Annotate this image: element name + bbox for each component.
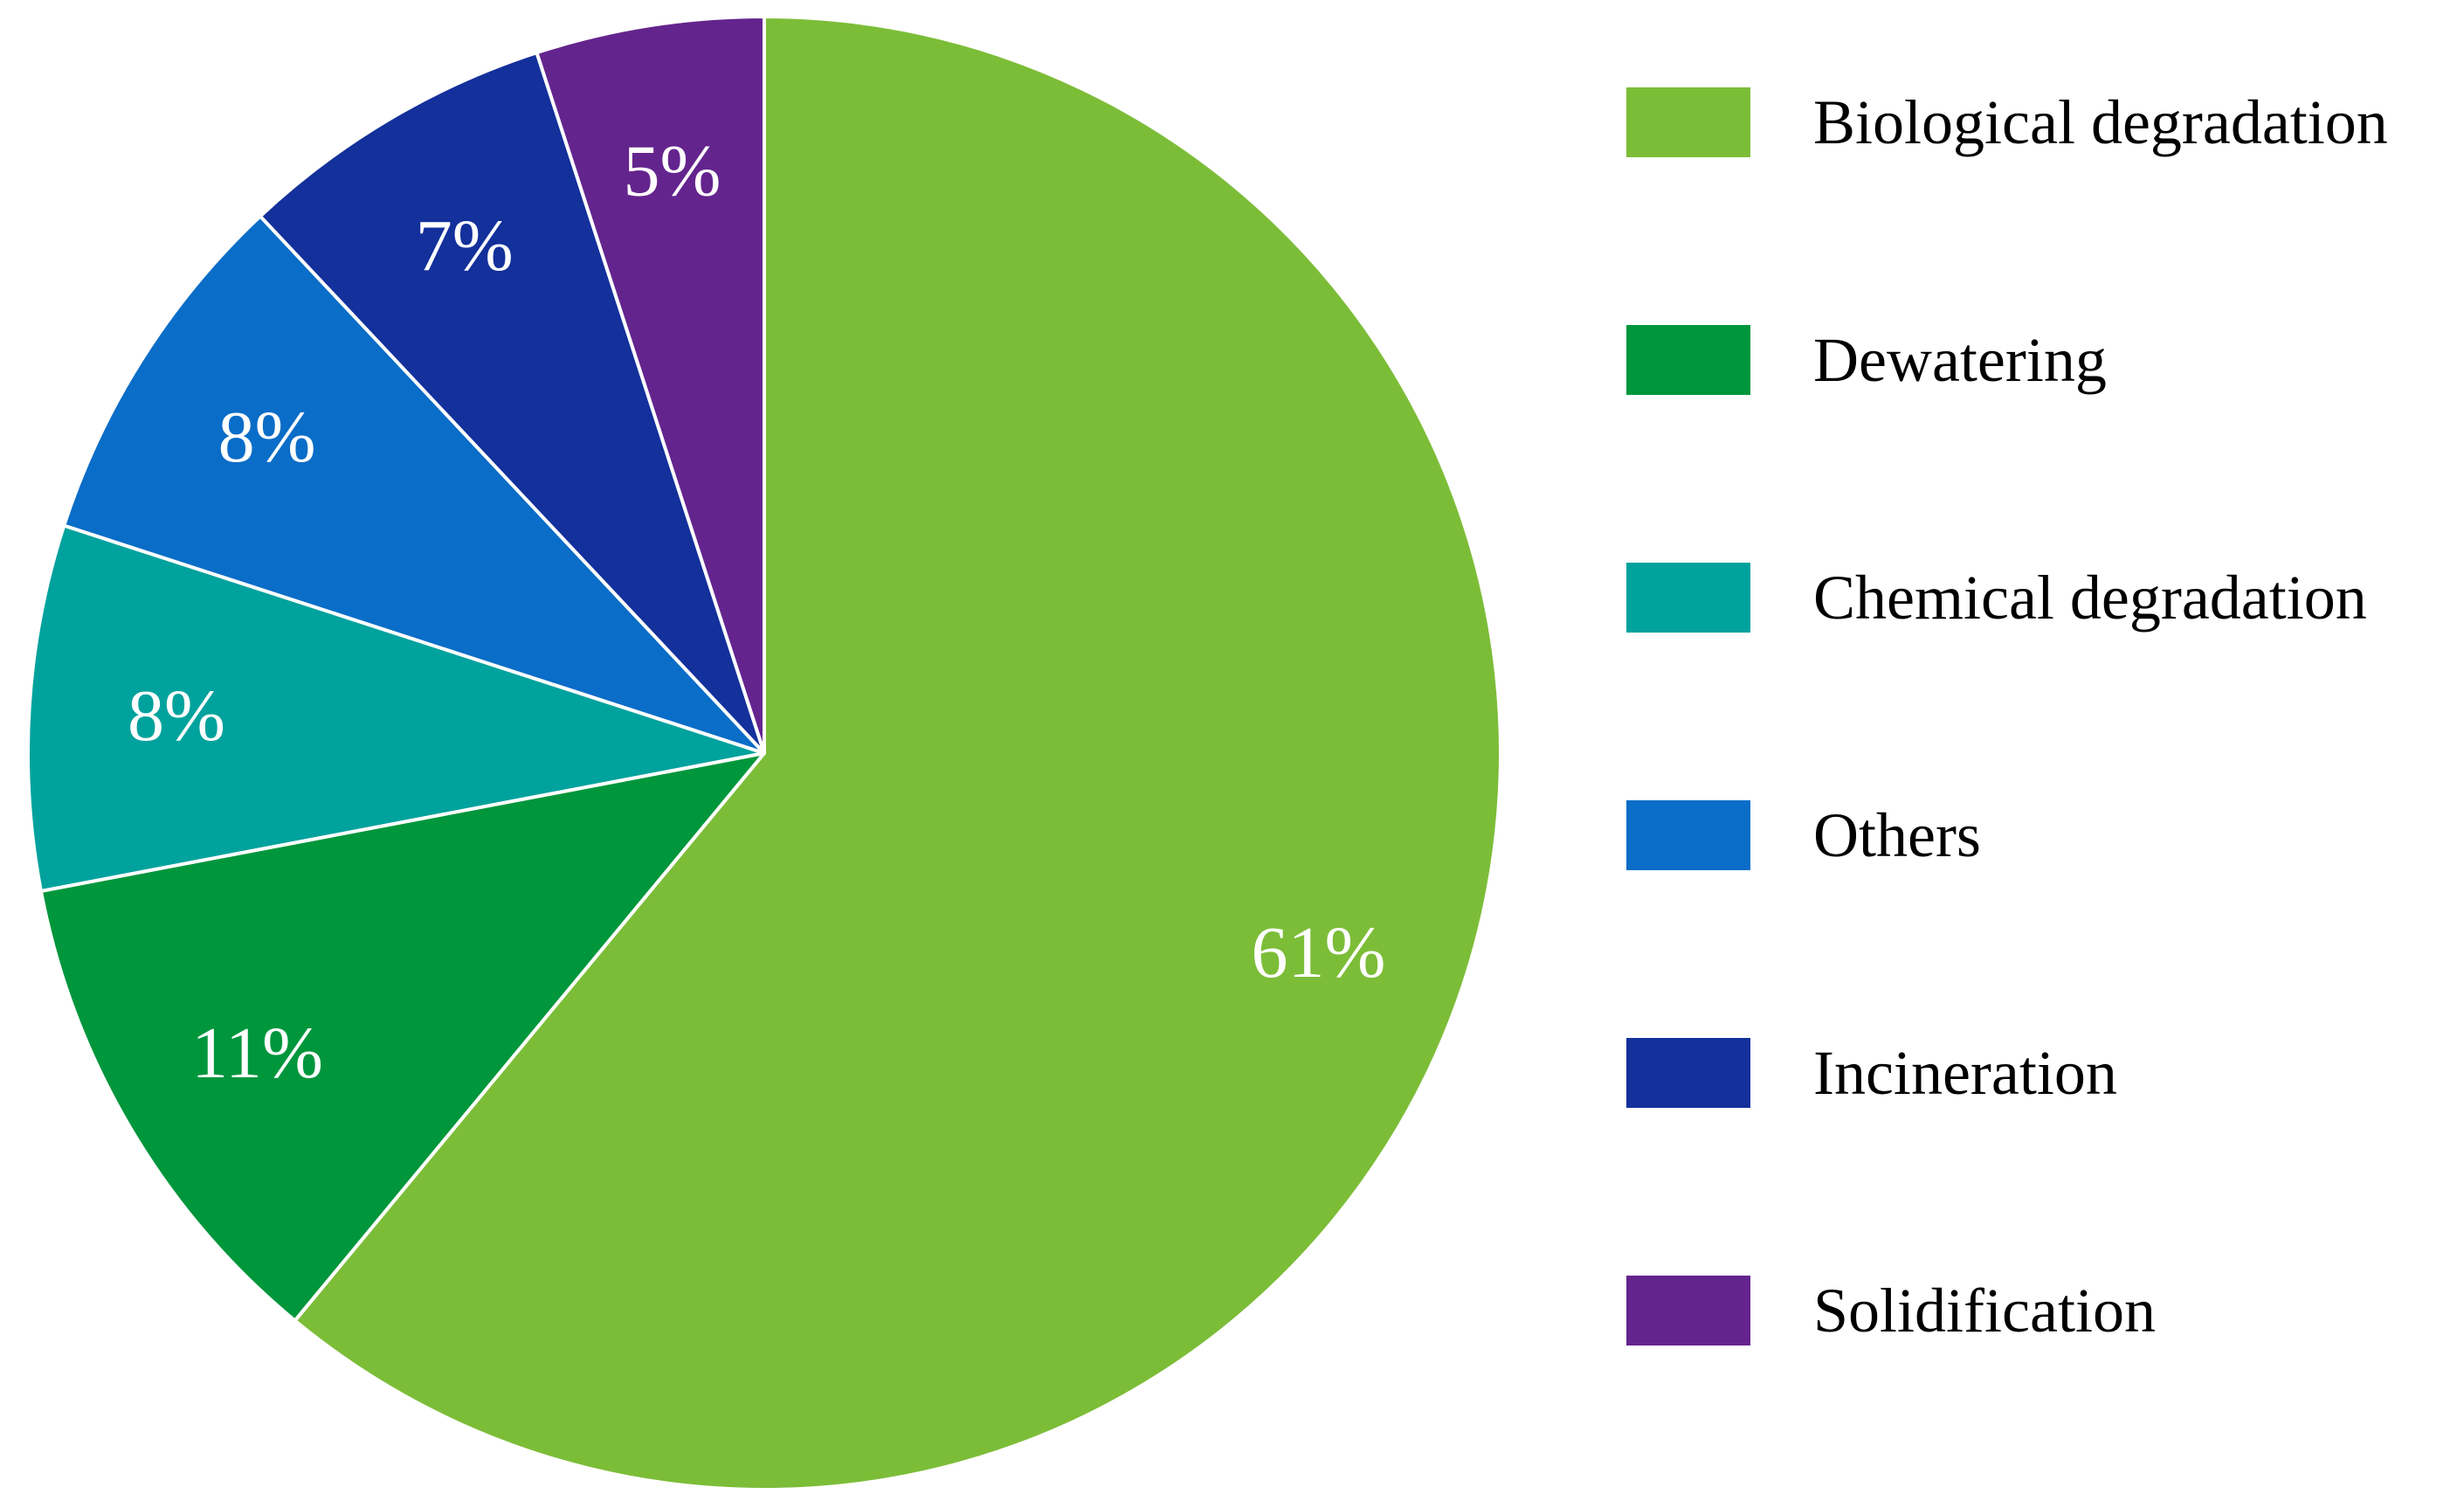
pie-slice-incineration: [258, 51, 766, 755]
legend-item-chemical-degradation: Chemical degradation: [1626, 563, 2367, 633]
legend-label-incineration: Incineration: [1813, 1038, 2117, 1108]
legend: Biological degradation Dewatering Chemical…: [1626, 87, 2388, 1345]
pie-slice-solidification: [535, 15, 766, 755]
pie-slice-dewatering: [38, 751, 766, 1323]
legend-item-others: Others: [1626, 800, 1981, 870]
legend-swatch-biological-degradation: [1626, 87, 1750, 157]
pie-slice-biological-degradation: [293, 15, 1502, 1491]
pie-slice-label-biological-degradation: 61%: [1252, 912, 1386, 993]
pie-slice-others: [62, 214, 766, 755]
legend-label-solidification: Solidification: [1813, 1276, 2156, 1345]
pie-slices: [26, 15, 1502, 1491]
pie-slice-label-others: 8%: [218, 397, 316, 478]
pie-slice-chemical-degradation: [26, 523, 766, 893]
legend-label-dewatering: Dewatering: [1813, 325, 2107, 395]
legend-label-biological-degradation: Biological degradation: [1813, 87, 2388, 157]
legend-swatch-incineration: [1626, 1038, 1750, 1108]
legend-item-incineration: Incineration: [1626, 1038, 2117, 1108]
pie-slice-label-solidification: 5%: [624, 130, 721, 211]
legend-item-biological-degradation: Biological degradation: [1626, 87, 2388, 157]
legend-item-solidification: Solidification: [1626, 1276, 2156, 1345]
legend-swatch-others: [1626, 800, 1750, 870]
pie-slice-label-dewatering: 11%: [191, 1013, 323, 1094]
legend-swatch-chemical-degradation: [1626, 563, 1750, 633]
legend-label-others: Others: [1813, 800, 1981, 870]
pie-slice-label-incineration: 7%: [416, 205, 514, 287]
legend-swatch-solidification: [1626, 1276, 1750, 1345]
pie-slice-label-chemical-degradation: 8%: [128, 675, 225, 757]
legend-item-dewatering: Dewatering: [1626, 325, 2107, 395]
pie-slice-labels: 61% 11% 8% 8% 7% 5%: [128, 130, 1386, 1093]
legend-swatch-dewatering: [1626, 325, 1750, 395]
legend-label-chemical-degradation: Chemical degradation: [1813, 563, 2367, 633]
